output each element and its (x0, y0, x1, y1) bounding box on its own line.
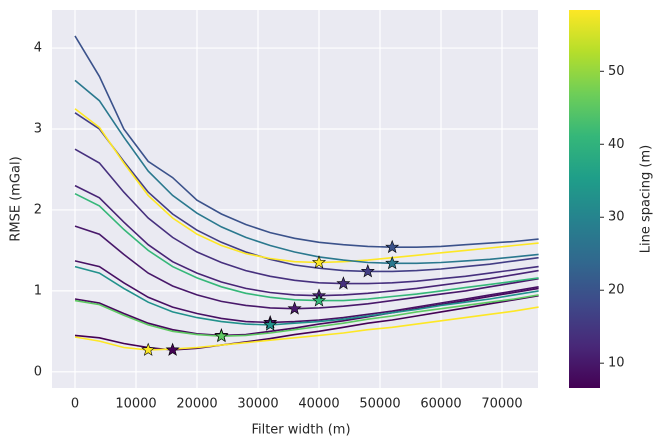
x-tick-label: 20000 (176, 397, 217, 412)
y-tick-label: 0 (34, 364, 42, 379)
min-marker (165, 342, 180, 356)
min-marker (311, 255, 327, 269)
colorbar (569, 10, 600, 388)
min-marker (385, 239, 400, 254)
colorbar-tick-label: 40 (608, 137, 625, 152)
x-tick-label: 10000 (115, 397, 156, 412)
line (74, 184, 539, 297)
y-tick-label: 4 (34, 41, 42, 56)
line (74, 108, 539, 264)
min-marker (287, 301, 302, 315)
colorbar-label: Line spacing (m) (639, 145, 654, 253)
line (74, 265, 539, 326)
line (74, 35, 539, 248)
y-tick-label: 3 (34, 121, 42, 136)
min-marker (360, 264, 375, 278)
min-marker (141, 342, 156, 356)
y-tick-label: 2 (34, 202, 42, 217)
colorbar-tick-label: 50 (608, 64, 625, 79)
line (74, 79, 539, 265)
colorbar-tick-label: 10 (608, 356, 625, 371)
y-tick-label: 1 (34, 283, 42, 298)
line (74, 260, 539, 324)
x-tick-label: 0 (71, 397, 79, 412)
colorbar-tick-label: 20 (608, 283, 625, 298)
min-marker (311, 293, 327, 307)
line (74, 112, 539, 273)
x-axis-label: Filter width (m) (251, 423, 350, 438)
min-marker (385, 255, 400, 270)
y-axis-label: RMSE (mGal) (9, 156, 24, 241)
colorbar-tick-label: 30 (608, 210, 625, 225)
line (74, 294, 539, 338)
min-marker (263, 317, 278, 331)
line (74, 287, 539, 337)
x-tick-label: 60000 (420, 397, 461, 412)
min-marker (214, 328, 229, 343)
plot-background (52, 10, 538, 388)
min-marker (336, 276, 351, 290)
x-tick-label: 50000 (359, 397, 400, 412)
line (74, 148, 539, 285)
x-tick-label: 70000 (481, 397, 522, 412)
x-tick-label: 30000 (237, 397, 278, 412)
line (74, 225, 539, 310)
x-tick-label: 40000 (298, 397, 339, 412)
line (74, 192, 539, 302)
